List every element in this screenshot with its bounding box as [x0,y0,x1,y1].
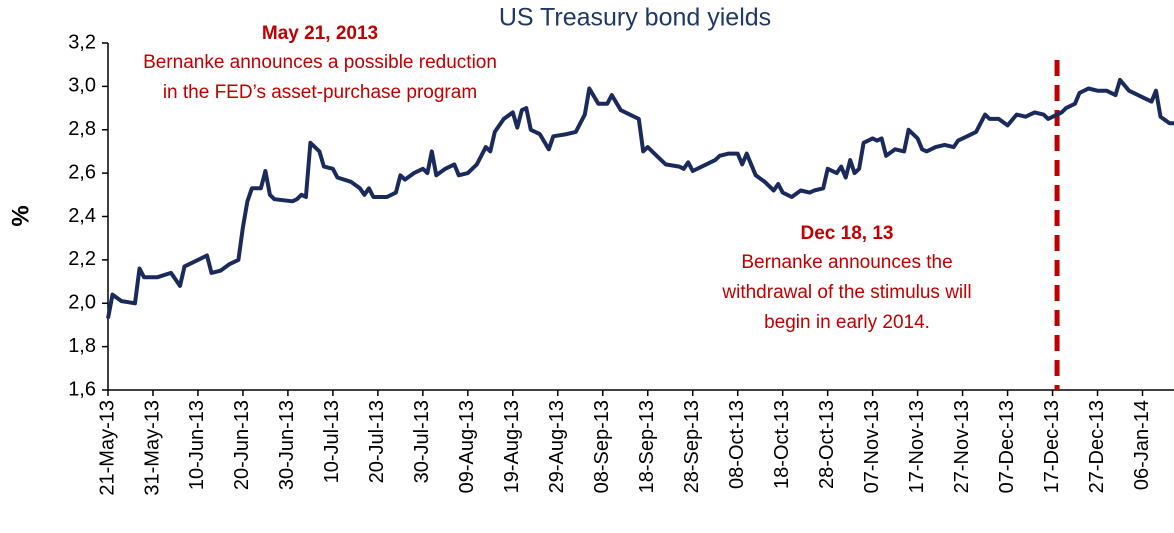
x-tick-label: 31-May-13 [141,400,163,496]
chart-title: US Treasury bond yields [499,4,771,32]
annotation-text: Bernanke announces a possible reduction [143,52,497,73]
x-tick-label: 21-May-13 [96,400,118,496]
x-tick-label: 06-Jan-14 [1131,400,1153,490]
y-tick-label: 2,0 [68,292,96,314]
x-tick-label: 27-Dec-13 [1086,400,1108,493]
x-tick-label: 07-Dec-13 [996,400,1018,493]
annotation-title: Dec 18, 13 [801,223,894,244]
x-tick-label: 09-Aug-13 [456,400,478,493]
annotation-text: withdrawal of the stimulus will [721,282,971,303]
y-tick-label: 2,6 [68,161,96,183]
y-tick-label: 3,2 [68,31,96,53]
y-axis-label: % [7,205,34,226]
x-tick-label: 17-Nov-13 [906,400,928,493]
x-tick-label: 30-Jun-13 [276,400,298,490]
yield-line [106,77,1174,319]
y-tick-label: 3,0 [68,75,96,97]
x-tick-label: 19-Aug-13 [501,400,523,493]
x-tick-label: 18-Oct-13 [771,400,793,489]
x-tick-label: 08-Sep-13 [591,400,613,493]
annotation-text: in the FED’s asset-purchase program [163,82,477,103]
x-tick-label: 07-Nov-13 [861,400,883,493]
x-tick-label: 17-Dec-13 [1041,400,1063,493]
annotation-title: May 21, 2013 [262,23,378,44]
x-tick-label: 20-Jun-13 [231,400,253,490]
y-tick-label: 1,6 [68,378,96,400]
x-tick-label: 08-Oct-13 [726,400,748,489]
x-tick-label: 20-Jul-13 [366,400,388,483]
y-tick-label: 1,8 [68,335,96,357]
x-tick-label: 10-Jun-13 [186,400,208,490]
x-tick-label: 27-Nov-13 [951,400,973,493]
x-tick-label: 28-Sep-13 [681,400,703,493]
annotation-text: Bernanke announces the [741,252,952,273]
x-tick-label: 18-Sep-13 [636,400,658,493]
x-tick-label: 29-Aug-13 [546,400,568,493]
y-tick-label: 2,4 [68,205,96,227]
x-tick-label: 30-Jul-13 [411,400,433,483]
y-tick-label: 2,8 [68,118,96,140]
annotation-text: begin in early 2014. [764,312,930,333]
x-tick-label: 28-Oct-13 [816,400,838,489]
x-tick-label: 10-Jul-13 [321,400,343,483]
y-tick-label: 2,2 [68,248,96,270]
